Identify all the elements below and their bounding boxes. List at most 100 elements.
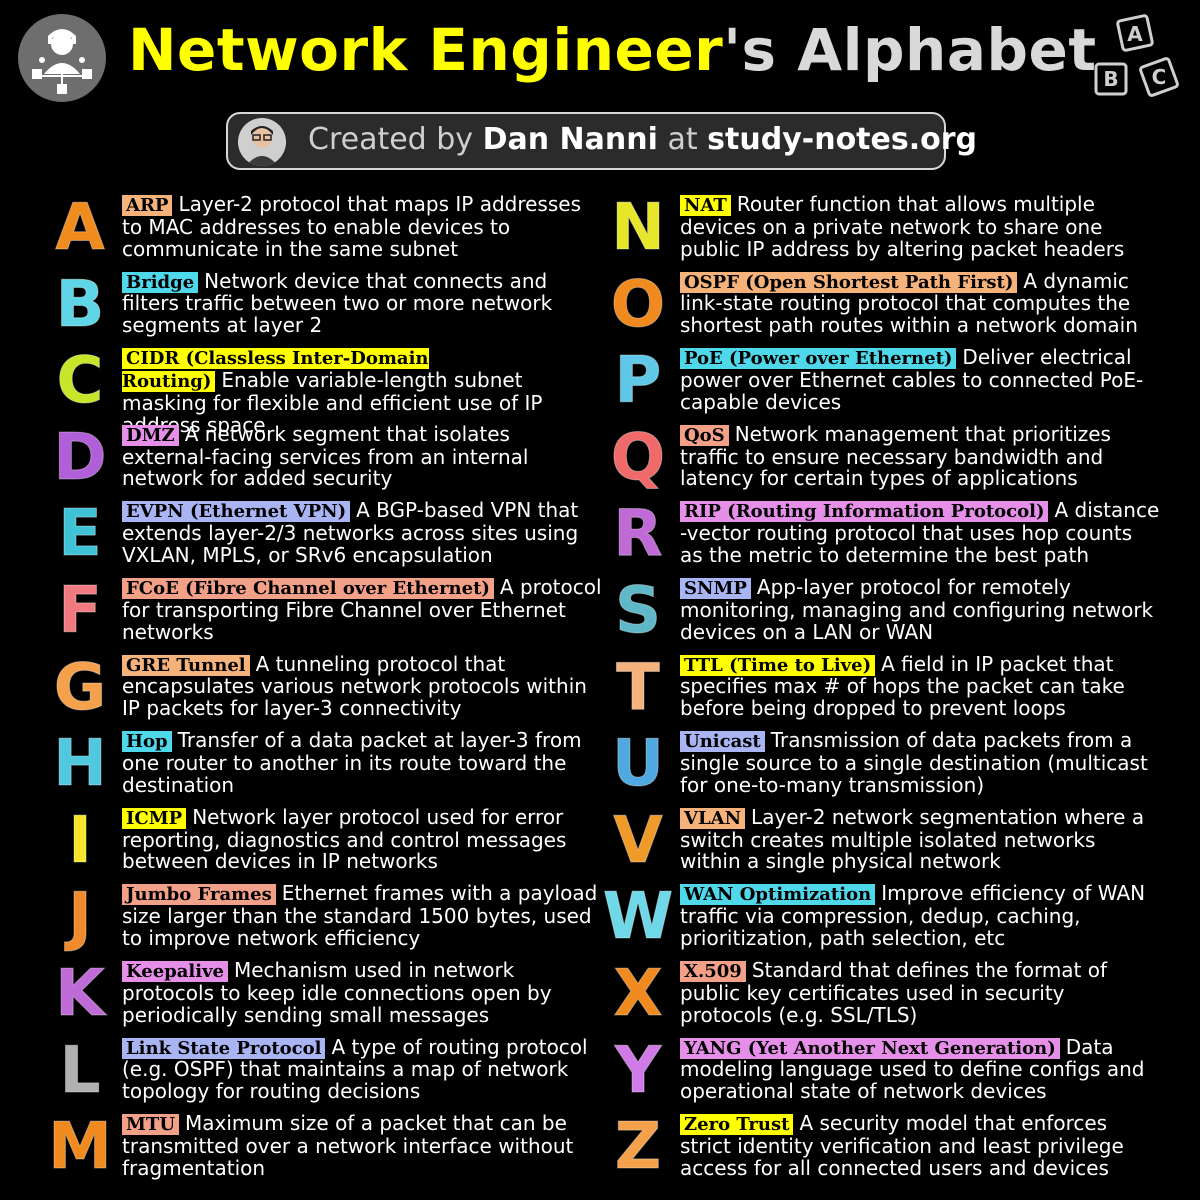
entry-text: A dynamic link-state routing protocol th… xyxy=(680,268,1138,338)
entry-text: A field in IP packet that specifies max … xyxy=(680,651,1125,721)
entry-description: Hop Transfer of a data packet at layer-3 … xyxy=(122,728,602,797)
credit-site[interactable]: study-notes.org xyxy=(707,122,977,157)
left-column: A ARP Layer-2 protocol that maps IP addres… xyxy=(40,190,602,1186)
alphabet-entry-f: F FCoE (Fibre Channel over Ethernet) A pro… xyxy=(40,573,602,650)
block-letter-c: C xyxy=(1152,65,1167,89)
entry-term: YANG (Yet Another Next Generation) xyxy=(680,1037,1060,1059)
entry-term: NAT xyxy=(680,195,731,216)
entry-description: CIDR (Classless Inter-Domain Routing) Ena… xyxy=(122,347,602,436)
alphabet-entry-w: W WAN Optimization Improve efficiency of W… xyxy=(598,879,1158,956)
entry-text: A network segment that isolates external… xyxy=(122,421,529,491)
entry-term: VLAN xyxy=(680,807,746,829)
entry-term: TTL (Time to Live) xyxy=(680,654,876,676)
entry-letter: V xyxy=(613,803,664,878)
entry-term: SNMP xyxy=(680,577,751,599)
entry-letter: S xyxy=(614,573,662,648)
alphabet-entry-i: I ICMP Network layer protocol used for err… xyxy=(40,803,600,880)
entry-text: A security model that enforces strict id… xyxy=(680,1111,1124,1180)
entry-letter: F xyxy=(58,573,103,648)
entry-letter: W xyxy=(602,880,674,955)
entry-letter: A xyxy=(55,191,106,265)
entry-letter: P xyxy=(614,344,662,419)
entry-text: Ethernet frames with a payload size larg… xyxy=(122,881,598,950)
entry-letter: L xyxy=(59,1033,101,1108)
entry-description: Keepalive Mechanism used in network proto… xyxy=(122,957,602,1027)
entry-term: FCoE (Fibre Channel over Ethernet) xyxy=(122,577,494,599)
alphabet-entry-q: Q QoS Network management that prioritizes … xyxy=(598,420,1158,497)
entry-description: DMZ A network segment that isolates exter… xyxy=(122,421,602,491)
entry-text: Mechanism used in network protocols to k… xyxy=(122,957,552,1027)
entry-description: MTU Maximum size of a packet that can be … xyxy=(122,1112,602,1179)
entry-text: App-layer protocol for remotely monitori… xyxy=(680,574,1154,644)
entry-text: Improve efficiency of WAN traffic via co… xyxy=(680,881,1146,950)
alphabet-entry-r: R RIP (Routing Information Protocol) A dis… xyxy=(598,496,1160,573)
entry-term: ARP xyxy=(122,195,173,216)
entry-term: ICMP xyxy=(122,807,187,829)
entry-description: Unicast Transmission of data packets from… xyxy=(680,728,1160,797)
entry-term: Unicast xyxy=(680,731,765,753)
network-user-icon xyxy=(32,29,92,94)
alphabet-entry-a: A ARP Layer-2 protocol that maps IP addres… xyxy=(40,190,600,267)
entry-text: Network device that connects and filters… xyxy=(122,268,553,338)
credit-author: Dan Nanni xyxy=(482,122,658,157)
entry-letter: U xyxy=(612,727,665,802)
entry-term: PoE (Power over Ethernet) xyxy=(680,348,957,370)
abc-blocks-icon: A B C xyxy=(1090,14,1182,104)
alphabet-entry-e: E EVPN (Ethernet VPN) A BGP-based VPN that… xyxy=(40,496,600,573)
entry-text: A BGP-based VPN that extends layer-2/3 n… xyxy=(122,498,579,567)
title-rest: 's Alphabet xyxy=(723,16,1097,84)
entry-term: Zero Trust xyxy=(680,1114,794,1136)
alphabet-entry-s: S SNMP App-layer protocol for remotely mon… xyxy=(598,573,1158,650)
entry-term: MTU xyxy=(122,1114,180,1136)
entry-description: ARP Layer-2 protocol that maps IP address… xyxy=(122,193,602,260)
entry-description: SNMP App-layer protocol for remotely moni… xyxy=(680,574,1160,644)
entry-letter: H xyxy=(53,727,108,802)
entry-description: TTL (Time to Live) A field in IP packet t… xyxy=(680,651,1160,721)
entry-letter: E xyxy=(58,497,103,572)
alphabet-entry-y: Y YANG (Yet Another Next Generation) Data … xyxy=(598,1033,1158,1110)
entry-term: QoS xyxy=(680,424,729,446)
entry-letter: Z xyxy=(614,1110,662,1185)
alphabet-entry-h: H Hop Transfer of a data packet at layer-3… xyxy=(40,726,600,803)
entry-text: Standard that defines the format of publ… xyxy=(680,957,1108,1027)
entry-description: GRE Tunnel A tunneling protocol that enca… xyxy=(122,653,602,720)
entry-term: OSPF (Open Shortest Path First) xyxy=(680,271,1018,293)
entry-text: Transmission of data packets from a sing… xyxy=(680,728,1148,797)
entry-letter: C xyxy=(56,344,104,419)
entry-letter: Y xyxy=(614,1033,662,1108)
entry-description: Zero Trust A security model that enforces… xyxy=(680,1111,1160,1180)
entry-letter: O xyxy=(610,267,666,342)
alphabet-entry-z: Z Zero Trust A security model that enforce… xyxy=(598,1109,1158,1186)
entry-term: Jumbo Frames xyxy=(122,884,276,906)
alphabet-entry-n: N NAT Router function that allows multiple… xyxy=(598,190,1158,267)
alphabet-entry-d: D DMZ A network segment that isolates exte… xyxy=(40,420,600,497)
alphabet-entry-g: G GRE Tunnel A tunneling protocol that enc… xyxy=(40,650,600,727)
entry-term: Keepalive xyxy=(122,960,228,982)
credit-mid: at xyxy=(667,122,698,157)
alphabet-entry-k: K Keepalive Mechanism used in network prot… xyxy=(40,956,600,1033)
entry-text: Transfer of a data packet at layer-3 fro… xyxy=(122,728,582,797)
entry-description: VLAN Layer-2 network segmentation where a… xyxy=(680,806,1160,873)
entry-description: ICMP Network layer protocol used for erro… xyxy=(122,806,602,873)
credit-banner: Created by Dan Nanni at study-notes.org xyxy=(226,112,977,170)
right-column: N NAT Router function that allows multiple… xyxy=(598,190,1160,1186)
entry-text: A distance -vector routing protocol that… xyxy=(680,498,1160,567)
credit-text: Created by Dan Nanni at study-notes.org xyxy=(308,122,977,157)
entry-letter: M xyxy=(48,1110,113,1185)
alphabet-entry-c: C CIDR (Classless Inter-Domain Routing) En… xyxy=(40,343,600,436)
entry-letter: G xyxy=(53,650,107,725)
alphabet-entry-v: V VLAN Layer-2 network segmentation where … xyxy=(598,803,1158,880)
entry-letter: Q xyxy=(610,420,666,495)
alphabet-entry-t: T TTL (Time to Live) A field in IP packet … xyxy=(598,650,1158,727)
entry-description: Jumbo Frames Ethernet frames with a paylo… xyxy=(122,883,602,949)
alphabet-entry-l: L Link State Protocol A type of routing pr… xyxy=(40,1033,600,1110)
entry-text: Data modeling language used to define co… xyxy=(680,1034,1145,1104)
alphabet-entry-j: J Jumbo Frames Ethernet frames with a payl… xyxy=(40,879,600,956)
entry-description: FCoE (Fibre Channel over Ethernet) A prot… xyxy=(122,576,602,643)
entry-letter: N xyxy=(611,191,666,265)
entry-letter: R xyxy=(613,497,663,572)
block-letter-a: A xyxy=(1127,22,1143,46)
entry-term: EVPN (Ethernet VPN) xyxy=(122,501,351,523)
entry-description: Bridge Network device that connects and f… xyxy=(122,268,602,338)
entry-description: RIP (Routing Information Protocol) A dist… xyxy=(680,500,1160,566)
